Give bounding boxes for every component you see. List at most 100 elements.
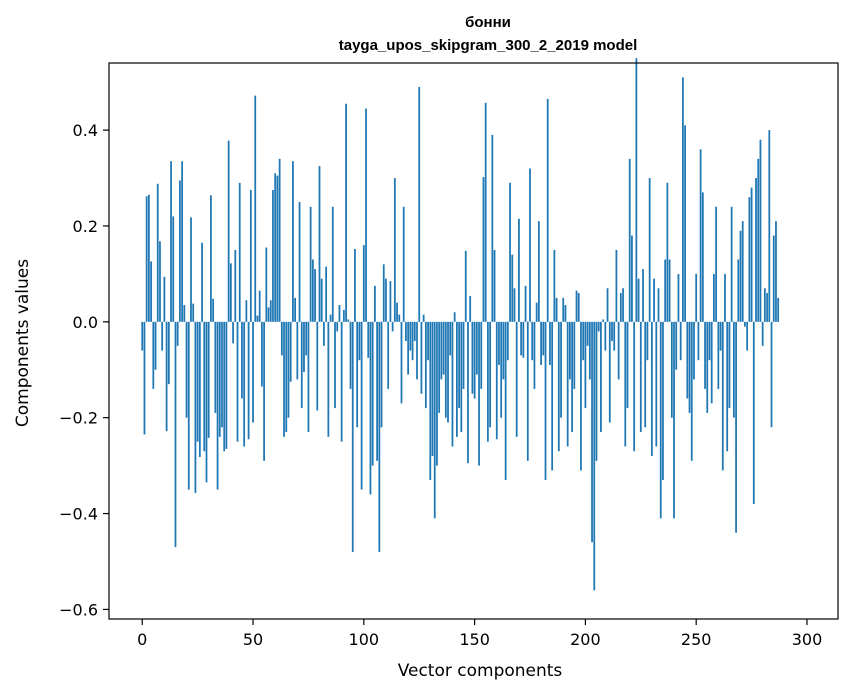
bar-94 — [349, 321, 352, 389]
bar-155 — [484, 102, 487, 322]
bar-124 — [416, 321, 418, 380]
bar-177 — [533, 321, 536, 389]
bar-195 — [573, 321, 576, 389]
bar-158 — [491, 134, 494, 322]
bar-191 — [564, 305, 567, 322]
bar-233 — [657, 288, 660, 322]
bar-283 — [768, 130, 771, 322]
bar-183 — [546, 98, 549, 322]
bar-100 — [362, 245, 365, 322]
bar-65 — [285, 321, 288, 433]
bar-270 — [739, 230, 742, 322]
bar-60 — [274, 173, 277, 322]
bar-170 — [518, 218, 520, 322]
bar-62 — [278, 158, 281, 322]
bar-261 — [719, 321, 722, 351]
bar-11 — [165, 321, 168, 432]
bar-33 — [214, 321, 217, 413]
y-tick-label: −0.2 — [59, 409, 98, 428]
bar-102 — [367, 321, 370, 358]
bar-167 — [511, 254, 514, 322]
bar-215 — [617, 321, 620, 380]
bar-122 — [411, 321, 414, 361]
bar-112 — [389, 281, 392, 322]
bar-117 — [400, 321, 403, 404]
x-tick-label: 300 — [792, 630, 823, 649]
bar-269 — [737, 259, 740, 322]
bar-232 — [655, 321, 658, 447]
bar-142 — [456, 321, 458, 437]
bar-148 — [469, 295, 472, 322]
y-tick-label: 0.0 — [73, 313, 98, 332]
x-tick-label: 200 — [570, 630, 601, 649]
bar-73 — [303, 321, 305, 373]
bar-251 — [697, 321, 700, 361]
bar-248 — [690, 321, 693, 461]
bar-63 — [280, 321, 283, 356]
bar-38 — [225, 321, 228, 449]
bar-281 — [763, 288, 766, 322]
bar-181 — [542, 321, 545, 356]
bar-111 — [387, 321, 390, 389]
bar-39 — [227, 140, 230, 322]
bar-218 — [624, 321, 627, 447]
bar-221 — [631, 235, 633, 322]
bar-74 — [305, 321, 308, 356]
bar-149 — [471, 321, 474, 394]
bar-253 — [701, 192, 704, 322]
bar-131 — [431, 321, 434, 457]
bar-133 — [436, 321, 438, 466]
bar-87 — [334, 321, 336, 409]
bar-128 — [424, 321, 427, 409]
bar-32 — [212, 298, 215, 322]
bar-121 — [409, 321, 412, 351]
bar-219 — [626, 321, 629, 409]
bar-84 — [327, 321, 330, 437]
bar-273 — [746, 321, 749, 351]
bar-217 — [622, 288, 624, 322]
bar-77 — [311, 259, 314, 322]
bar-178 — [535, 302, 538, 322]
bar-4 — [150, 261, 152, 322]
bar-55 — [263, 321, 265, 461]
bar-201 — [586, 321, 589, 346]
bar-204 — [593, 321, 596, 591]
y-tick-label: −0.4 — [59, 505, 98, 524]
bar-182 — [544, 321, 547, 480]
bar-205 — [595, 321, 598, 461]
bar-52 — [256, 315, 259, 322]
bar-51 — [254, 95, 257, 322]
bar-151 — [475, 321, 478, 375]
bar-126 — [420, 321, 423, 394]
x-tick-label: 100 — [349, 630, 380, 649]
bar-244 — [682, 77, 684, 322]
bar-9 — [161, 321, 164, 351]
bar-21 — [187, 321, 190, 490]
bar-13 — [170, 161, 172, 322]
bar-1 — [143, 321, 146, 435]
bar-230 — [650, 321, 653, 457]
bar-166 — [509, 182, 511, 322]
x-tick-label: 0 — [137, 630, 147, 649]
bar-2 — [145, 196, 148, 322]
bar-137 — [444, 321, 447, 418]
x-tick-label: 250 — [681, 630, 712, 649]
bar-146 — [464, 250, 467, 322]
bar-70 — [296, 321, 299, 380]
bar-43 — [236, 321, 239, 442]
bar-254 — [704, 321, 706, 389]
bar-150 — [473, 321, 476, 399]
bar-188 — [557, 321, 560, 452]
bar-46 — [243, 321, 246, 447]
bar-16 — [176, 321, 179, 346]
bar-236 — [664, 259, 667, 322]
bar-224 — [637, 278, 640, 322]
bar-119 — [405, 321, 407, 341]
bar-176 — [531, 321, 534, 361]
bar-277 — [755, 178, 757, 322]
bar-56 — [265, 247, 268, 322]
bar-255 — [706, 321, 709, 413]
bar-104 — [371, 321, 374, 466]
bar-78 — [314, 269, 316, 322]
bar-189 — [560, 321, 562, 418]
